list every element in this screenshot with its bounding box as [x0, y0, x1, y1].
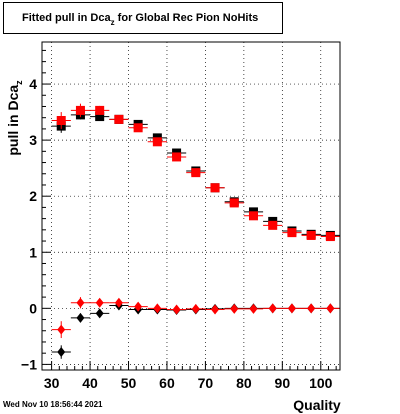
square-marker [325, 232, 335, 242]
x-tick-label: 70 [198, 375, 214, 391]
x-tick-label: 90 [275, 375, 291, 391]
data-series [51, 103, 340, 359]
square-marker [287, 228, 297, 238]
diamond-marker [95, 308, 104, 319]
plot-frame [41, 41, 341, 371]
square-marker [95, 112, 105, 122]
chart-title-subscript: z [110, 18, 115, 27]
diamond-marker [95, 297, 104, 308]
square-marker [268, 220, 278, 230]
timestamp-footer: Wed Nov 10 18:56:44 2021 [3, 400, 103, 409]
x-tick-label: 80 [236, 375, 252, 391]
diamond-marker [57, 324, 66, 335]
chart-title: Fitted pull in Dcaz for Global Rec Pion … [3, 2, 283, 34]
axes: 30 40 50 60 70 80 90 100 −1 0 1 2 3 4 [21, 49, 337, 391]
diamond-marker [230, 303, 239, 314]
y-axis-label: pull in Dcaz [5, 80, 24, 156]
square-marker [95, 105, 105, 115]
x-tick-label: 40 [82, 375, 98, 391]
chart-title-main: Fitted pull in Dca [22, 12, 111, 24]
diamond-marker [76, 312, 85, 323]
diamond-marker [153, 303, 162, 314]
diamond-marker [326, 303, 335, 314]
x-tick-label: 50 [121, 375, 137, 391]
square-marker [306, 230, 316, 240]
x-axis-label: Quality [293, 397, 341, 413]
y-axis-label-main: pull in Dca [5, 85, 21, 156]
diamond-marker [76, 297, 85, 308]
diamond-marker [287, 303, 296, 314]
y-tick-label: 0 [29, 300, 37, 316]
square-marker [133, 123, 143, 133]
diamond-marker [134, 301, 143, 312]
diamond-marker [114, 297, 123, 308]
y-tick-label: 2 [29, 188, 37, 204]
diamond-marker [57, 347, 66, 358]
chart-title-rest: for Global Rec Pion NoHits [114, 12, 259, 24]
grid [42, 42, 340, 370]
square-marker [56, 115, 66, 125]
square-marker [75, 105, 85, 115]
y-tick-label: −1 [21, 356, 37, 372]
square-marker [210, 183, 220, 193]
x-tick-label: 60 [159, 375, 175, 391]
y-axis-label-subscript: z [14, 80, 24, 85]
y-tick-label: 1 [29, 244, 37, 260]
square-marker [152, 137, 162, 147]
diamond-marker [172, 304, 181, 315]
x-tick-label: 100 [309, 375, 333, 391]
diamond-marker [211, 304, 220, 315]
square-marker [172, 152, 182, 162]
square-marker [248, 211, 258, 221]
square-marker [191, 168, 201, 178]
square-marker [114, 114, 124, 124]
diamond-marker [249, 303, 258, 314]
diamond-marker [307, 303, 316, 314]
square-marker [229, 198, 239, 208]
diamond-marker [191, 303, 200, 314]
diamond-marker [268, 303, 277, 314]
x-tick-label: 30 [44, 375, 60, 391]
y-tick-label: 4 [29, 76, 37, 92]
y-tick-label: 3 [29, 132, 37, 148]
